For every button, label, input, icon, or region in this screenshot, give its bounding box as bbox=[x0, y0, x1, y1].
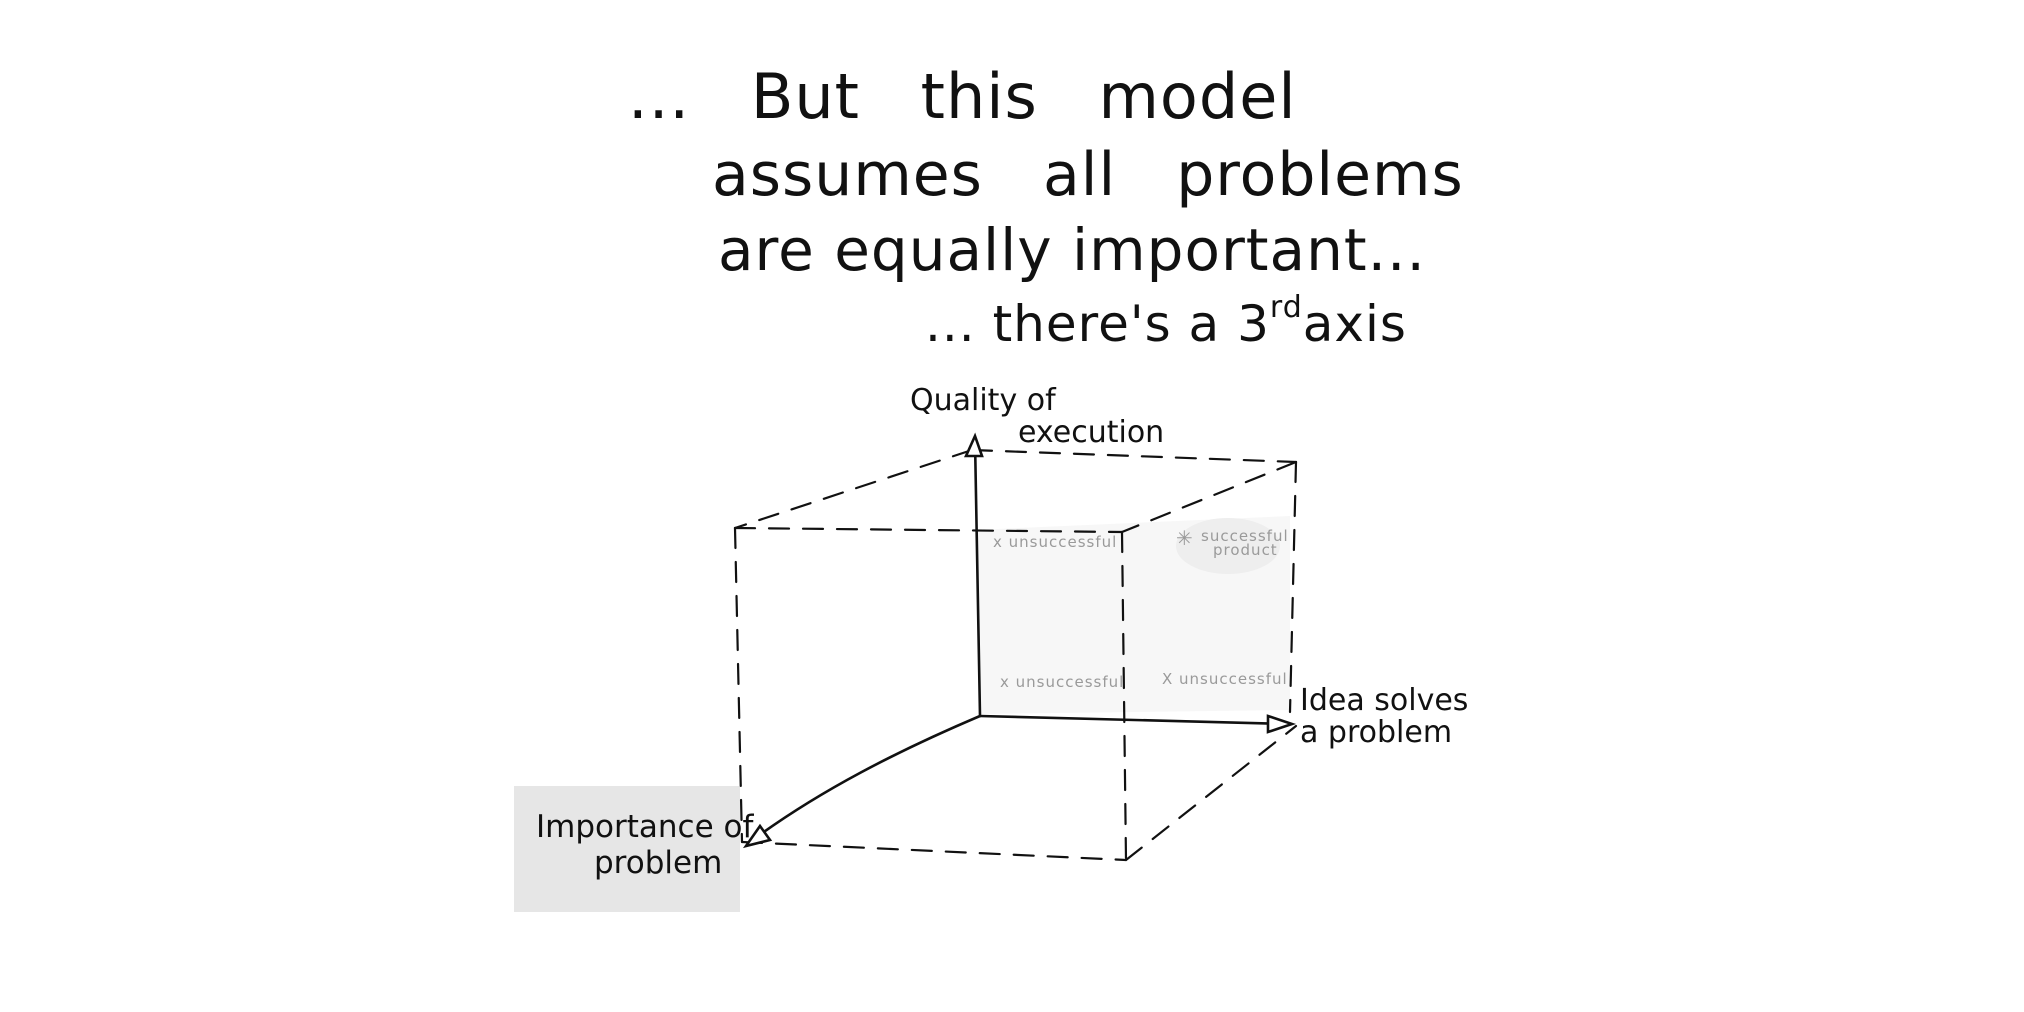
depth-axis-label-highlight bbox=[514, 786, 740, 912]
cube-edge-bottom-front bbox=[740, 840, 1128, 862]
heading-line-4: ... there's a 3rdaxis bbox=[925, 290, 1407, 353]
quadrant-label-bottom-right: X unsuccessful bbox=[1162, 670, 1288, 688]
quadrant-label-bottom-left: x unsuccessful bbox=[1000, 673, 1125, 691]
horizontal-axis-arrowhead bbox=[1266, 714, 1297, 734]
horizontal-axis-label-line-1: Idea solves bbox=[1300, 683, 1469, 718]
heading-line-2: assumes all problems bbox=[712, 140, 1464, 210]
horizontal-axis-line bbox=[978, 714, 1290, 726]
vertical-axis-line bbox=[973, 438, 982, 718]
heading-line-4-suffix: axis bbox=[1302, 295, 1407, 353]
quadrant-label-top-right-line-1: successful bbox=[1201, 527, 1289, 545]
quadrant-label-top-right-line-2: product bbox=[1213, 541, 1278, 559]
cube-edge-top-left bbox=[733, 448, 974, 530]
depth-axis-label-line-1: Importance of bbox=[536, 809, 754, 845]
quadrant-label-top-left: x unsuccessful bbox=[993, 533, 1118, 551]
cube-edge-mid-vertical bbox=[1120, 530, 1128, 862]
asterisk-icon: ✳ bbox=[1176, 526, 1193, 550]
heading-line-4-prefix: ... there's a 3 bbox=[925, 295, 1270, 353]
success-cloud bbox=[1176, 518, 1280, 574]
depth-axis-arrowhead bbox=[742, 823, 773, 849]
vertical-axis-label-line-1: Quality of bbox=[910, 383, 1056, 418]
vertical-axis-label-line-2: execution bbox=[1018, 415, 1165, 450]
cube-edge-top-back bbox=[970, 448, 1298, 464]
heading-line-4-superscript: rd bbox=[1269, 290, 1303, 325]
cube-edge-bottom-right bbox=[1124, 724, 1298, 862]
depth-axis-line bbox=[748, 714, 982, 844]
cube-edge-top-right bbox=[1120, 460, 1298, 534]
cube-edge-left-vertical bbox=[733, 526, 744, 844]
heading-line-3: are equally important... bbox=[718, 216, 1426, 284]
vertical-axis-arrowhead bbox=[963, 432, 984, 458]
cube-edge-right-vertical bbox=[1288, 460, 1298, 714]
horizontal-axis-label-line-2: a problem bbox=[1300, 715, 1453, 750]
cube-edge-top-front bbox=[733, 526, 1124, 534]
heading-line-1: ... But this model bbox=[628, 60, 1297, 133]
depth-axis-label-line-2: problem bbox=[594, 845, 723, 881]
